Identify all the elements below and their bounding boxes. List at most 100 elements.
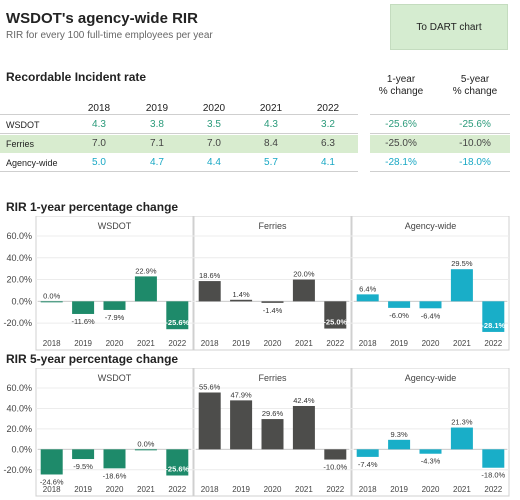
y-tick-label: 20.0%: [6, 424, 32, 434]
data-label: -7.4%: [358, 460, 378, 469]
data-label: -7.9%: [105, 313, 125, 322]
table-cell: 3.8: [150, 119, 164, 130]
x-tick-label: 2018: [43, 339, 61, 348]
data-label: 29.5%: [451, 259, 473, 268]
five-year-change-header-text: 5-year% change: [452, 74, 498, 97]
bar: [103, 301, 126, 310]
table-cell: 4.3: [264, 119, 278, 130]
data-label: -10.0%: [323, 463, 347, 472]
panel-agency-wide-header: Agency-wide: [405, 373, 457, 383]
x-tick-label: 2021: [453, 339, 471, 348]
bar: [388, 301, 411, 308]
chart-title-5yr: RIR 5-year percentage change: [6, 352, 179, 366]
table-cell: 4.7: [150, 157, 164, 168]
bar: [134, 276, 157, 302]
panel-wsdot-header: WSDOT: [98, 221, 132, 231]
x-tick-label: 2019: [74, 339, 92, 348]
y-tick-label: 0.0%: [11, 296, 32, 306]
data-label: -1.4%: [263, 306, 283, 315]
panel-ferries-header: Ferries: [258, 373, 287, 383]
x-tick-label: 2022: [484, 485, 502, 494]
data-label: -28.1%: [481, 321, 505, 330]
x-tick-label: 2020: [106, 339, 124, 348]
page-title: WSDOT's agency-wide RIR: [6, 10, 198, 27]
bar: [356, 294, 379, 302]
y-tick-label: -20.0%: [3, 465, 32, 475]
x-tick-label: 2019: [232, 339, 250, 348]
table-cell: 5.7: [264, 157, 278, 168]
five-year-change-cell: -18.0%: [459, 157, 491, 168]
bar: [230, 400, 253, 450]
bar: [134, 449, 157, 451]
bar: [388, 439, 411, 450]
y-tick-label: 40.0%: [6, 403, 32, 413]
bar: [324, 449, 347, 460]
x-tick-label: 2021: [453, 485, 471, 494]
panel-agency-wide-header: Agency-wide: [405, 221, 457, 231]
table-year-header: 2020: [202, 103, 226, 114]
data-label: -18.0%: [481, 471, 505, 480]
panel-ferries-frame: [193, 216, 352, 351]
five-year-change-header: 5-year% change: [440, 74, 510, 98]
y-tick-label: 60.0%: [6, 231, 32, 241]
bar: [450, 427, 473, 450]
data-label: 42.4%: [293, 396, 315, 405]
five-year-change-cell: -25.6%: [459, 119, 491, 130]
panel-agency-wide-frame: [351, 368, 510, 497]
x-tick-label: 2022: [168, 339, 186, 348]
table-year-header: 2021: [259, 103, 283, 114]
bar: [198, 392, 221, 450]
bar: [482, 301, 505, 332]
table-row-label: Agency-wide: [6, 158, 58, 168]
table-cell: 7.1: [150, 138, 164, 149]
table-row-label: WSDOT: [6, 120, 40, 130]
table-row: Agency-wide 5.0 4.7 4.4 5.7 4.1 -28.1% -18.0%: [0, 154, 520, 172]
panel-wsdot-frame: [35, 216, 194, 351]
x-tick-label: 2021: [295, 339, 313, 348]
x-tick-label: 2022: [326, 339, 344, 348]
data-label: 47.9%: [230, 390, 252, 399]
table-cell: 4.1: [321, 157, 335, 168]
table-cell: 3.5: [207, 119, 221, 130]
bar: [482, 449, 505, 468]
bar: [356, 449, 379, 457]
table-row-divider: [0, 133, 358, 134]
table-year-header: 2018: [87, 103, 111, 114]
row-highlight: [370, 135, 510, 153]
dart-chart-button[interactable]: To DART chart: [390, 4, 508, 50]
x-tick-label: 2018: [359, 339, 377, 348]
data-label: 55.6%: [199, 382, 221, 391]
bar: [324, 301, 347, 329]
table-cell: 7.0: [207, 138, 221, 149]
table-row-divider: [370, 171, 510, 172]
x-tick-label: 2020: [422, 339, 440, 348]
bar: [72, 301, 95, 314]
table-row: Ferries 7.0 7.1 7.0 8.4 6.3 -25.0% -10.0%: [0, 135, 520, 153]
data-label: 20.0%: [293, 270, 315, 279]
x-tick-label: 2018: [359, 485, 377, 494]
x-tick-label: 2019: [390, 485, 408, 494]
data-label: 0.0%: [137, 439, 154, 448]
chart-1yr-change: WSDOT Ferries Agency-wide 60.0% 40.0% 20.0% 0.…: [3, 216, 510, 351]
bar: [40, 301, 63, 303]
table-heading: Recordable Incident rate: [6, 70, 147, 84]
x-tick-label: 2018: [201, 485, 219, 494]
x-tick-label: 2022: [168, 485, 186, 494]
y-tick-label: 40.0%: [6, 253, 32, 263]
one-year-change-header: 1-year% change: [366, 74, 436, 98]
data-label: 22.9%: [135, 266, 157, 275]
data-label: -25.6%: [165, 465, 189, 474]
panel-ferries-frame: [193, 368, 352, 497]
table-row-divider: [370, 133, 510, 134]
table-cell: 6.3: [321, 138, 335, 149]
y-tick-label: 20.0%: [6, 275, 32, 285]
x-tick-label: 2019: [390, 339, 408, 348]
data-label: 21.3%: [451, 418, 473, 427]
table-row-divider: [0, 114, 358, 115]
panel-wsdot-header: WSDOT: [98, 373, 132, 383]
one-year-change-cell: -25.6%: [385, 119, 417, 130]
x-tick-label: 2019: [232, 485, 250, 494]
page-subtitle: RIR for every 100 full-time employees pe…: [6, 30, 213, 41]
table-year-header: 2019: [145, 103, 169, 114]
bar: [40, 449, 63, 475]
